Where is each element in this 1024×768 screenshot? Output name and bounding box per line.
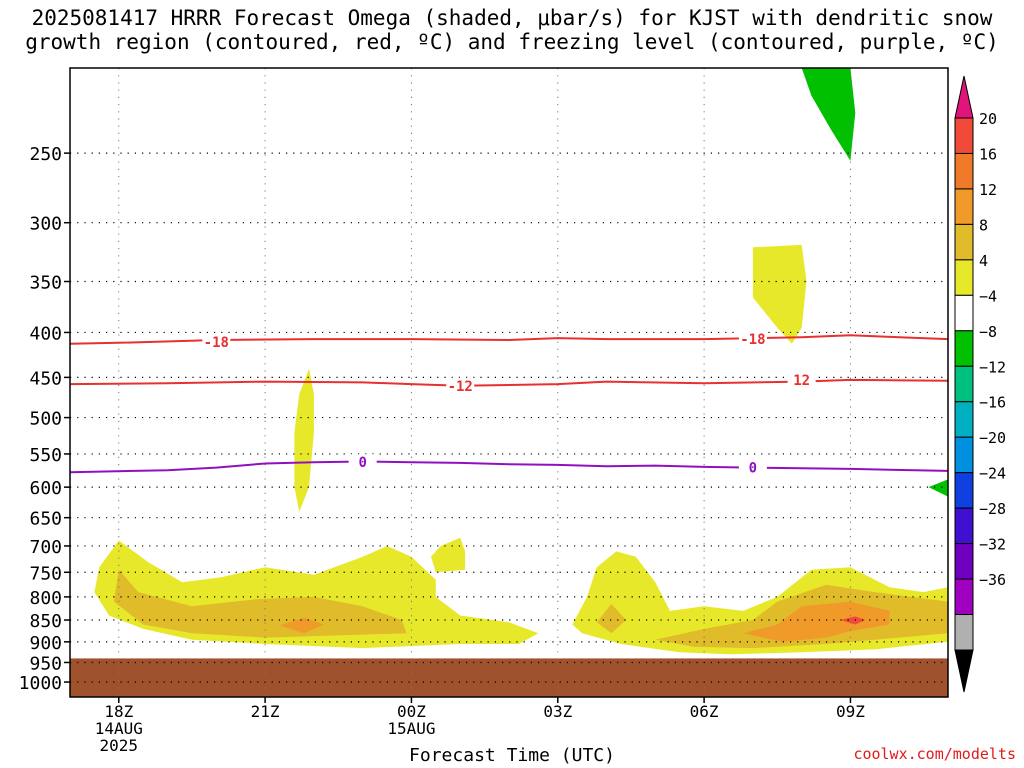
- contour-label-bg: [348, 454, 377, 470]
- colorbar-label: −28: [979, 500, 1006, 518]
- contour-line: [69, 334, 949, 345]
- omega-region-orange-right: [743, 601, 890, 642]
- colorbar-label: 16: [979, 145, 997, 163]
- colorbar-swatch: [954, 401, 974, 438]
- y-tick-label: 400: [29, 323, 62, 344]
- omega-region-green-right: [928, 479, 948, 497]
- x-tick-label: 03Z: [543, 702, 572, 721]
- colorbar-label: 8: [979, 216, 988, 234]
- contour-label-bg: [202, 333, 231, 349]
- colorbar-top-arrow: [954, 75, 974, 119]
- x-tick-label: 06Z: [690, 702, 719, 721]
- site-credit[interactable]: coolwx.com/modelts: [853, 745, 1016, 763]
- x-tick-date: 15AUG: [387, 719, 435, 738]
- colorbar-swatch: [954, 330, 974, 367]
- contour-label: 0: [358, 455, 366, 471]
- omega-region-yellow-small: [431, 537, 466, 573]
- colorbar-label: −36: [979, 571, 1006, 589]
- y-tick-label: 250: [29, 144, 62, 165]
- omega-shading: [70, 68, 948, 697]
- colorbar-label: 20: [979, 110, 997, 128]
- contour-label: 0: [749, 461, 757, 477]
- y-tick-label: 600: [29, 478, 62, 499]
- omega-region-red-core: [840, 616, 866, 625]
- x-axis-label: Forecast Time (UTC): [409, 745, 615, 766]
- colorbar-swatch: [954, 365, 974, 403]
- omega-region-yellow-spike: [294, 368, 314, 512]
- y-tick-label: 700: [29, 537, 62, 558]
- y-tick-label: 300: [29, 214, 62, 235]
- colorbar-swatch: [954, 436, 974, 474]
- colorbar-bottom-arrow: [954, 649, 974, 693]
- y-tick-label: 450: [29, 368, 62, 389]
- colorbar-label: −4: [979, 287, 997, 305]
- contour-label-bg: [787, 371, 816, 387]
- omega-region-gold-left: [113, 569, 407, 638]
- omega-region-green-top: [801, 68, 856, 161]
- colorbar-label: −12: [979, 358, 1006, 376]
- colorbar-swatch: [954, 152, 974, 190]
- y-tick-label: 950: [29, 653, 62, 674]
- ground-surface: [70, 658, 948, 697]
- contour-label: -12: [448, 379, 473, 395]
- x-tick-label: 18Z: [104, 702, 133, 721]
- colorbar: 20 16 12 8 4 −4 −8 −12 −16 −20 −24 −28 −32 −36: [954, 75, 1006, 693]
- contour-label-bg: [446, 377, 475, 393]
- axes: 2503003504004505005506006507007508008509…: [19, 67, 949, 755]
- y-tick-label: 750: [29, 563, 62, 584]
- colorbar-swatch: [954, 294, 974, 332]
- colorbar-swatch: [954, 507, 974, 545]
- omega-region-gold-small: [596, 604, 627, 634]
- omega-region-yellow-upper: [752, 244, 807, 344]
- title-line-1: 2025081417 HRRR Forecast Omega (shaded, …: [31, 6, 993, 30]
- colorbar-label: −8: [979, 323, 997, 341]
- colorbar-label: −16: [979, 394, 1006, 412]
- x-tick-label: 21Z: [251, 702, 280, 721]
- contour-label: -18: [204, 335, 229, 351]
- contours: -18 -18 -12 12 0 0: [69, 331, 949, 477]
- y-tick-label: 800: [29, 588, 62, 609]
- x-tick-year: 2025: [100, 736, 139, 755]
- x-tick-date: 14AUG: [95, 719, 143, 738]
- colorbar-swatch: [954, 117, 974, 154]
- y-tick-label: 900: [29, 633, 62, 654]
- contour-line: [69, 460, 949, 474]
- chart-title: 2025081417 HRRR Forecast Omega (shaded, …: [0, 6, 1024, 54]
- y-tick-label: 350: [29, 273, 62, 294]
- contour-label: 12: [793, 373, 810, 389]
- colorbar-label: −20: [979, 429, 1006, 447]
- x-tick-label: 00Z: [397, 702, 426, 721]
- contour-label-bg: [738, 459, 767, 475]
- y-tick-label: 650: [29, 509, 62, 530]
- colorbar-label: 4: [979, 252, 988, 270]
- colorbar-swatch: [954, 472, 974, 509]
- contour-label-bg: [738, 331, 767, 347]
- plot-frame: [69, 67, 949, 698]
- colorbar-swatch: [954, 614, 974, 651]
- colorbar-swatch: [954, 543, 974, 580]
- title-line-2: growth region (contoured, red, ºC) and f…: [25, 30, 999, 54]
- colorbar-label: 12: [979, 181, 997, 199]
- y-tick-label: 850: [29, 611, 62, 632]
- y-tick-label: 500: [29, 409, 62, 430]
- contour-label: -18: [740, 332, 765, 348]
- colorbar-swatch: [954, 578, 974, 616]
- colorbar-swatch: [954, 223, 974, 261]
- x-tick-label: 09Z: [836, 702, 865, 721]
- colorbar-label: −24: [979, 465, 1006, 483]
- omega-region-orange-left: [279, 617, 324, 634]
- colorbar-label: −32: [979, 536, 1006, 554]
- y-tick-label: 550: [29, 445, 62, 466]
- colorbar-swatch: [954, 188, 974, 225]
- y-tick-label: 1000: [19, 673, 62, 694]
- colorbar-swatch: [954, 259, 974, 296]
- contour-line: [69, 378, 949, 387]
